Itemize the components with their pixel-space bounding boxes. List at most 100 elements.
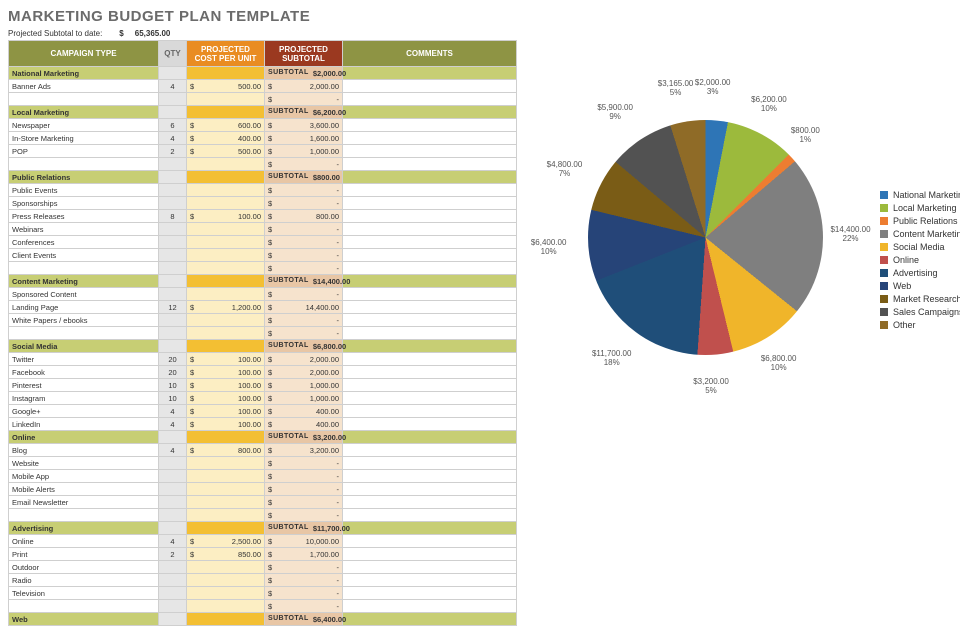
item-qty[interactable] — [159, 496, 187, 509]
item-cost[interactable]: $100.00 — [187, 379, 265, 392]
item-cost[interactable] — [187, 327, 265, 340]
item-qty[interactable] — [159, 93, 187, 106]
item-cost[interactable] — [187, 587, 265, 600]
item-qty[interactable] — [159, 249, 187, 262]
item-comments[interactable] — [343, 379, 517, 392]
item-qty[interactable] — [159, 158, 187, 171]
item-comments[interactable] — [343, 535, 517, 548]
item-qty[interactable] — [159, 197, 187, 210]
item-cost[interactable] — [187, 483, 265, 496]
item-qty[interactable] — [159, 184, 187, 197]
item-cost[interactable] — [187, 457, 265, 470]
item-qty[interactable] — [159, 561, 187, 574]
item-qty[interactable]: 8 — [159, 210, 187, 223]
item-qty[interactable]: 4 — [159, 418, 187, 431]
item-cost[interactable]: $100.00 — [187, 418, 265, 431]
item-qty[interactable]: 20 — [159, 353, 187, 366]
item-comments[interactable] — [343, 80, 517, 93]
item-comments[interactable] — [343, 158, 517, 171]
item-comments[interactable] — [343, 587, 517, 600]
item-comments[interactable] — [343, 561, 517, 574]
item-comments[interactable] — [343, 366, 517, 379]
item-qty[interactable]: 20 — [159, 366, 187, 379]
item-comments[interactable] — [343, 327, 517, 340]
item-cost[interactable] — [187, 314, 265, 327]
item-qty[interactable]: 2 — [159, 145, 187, 158]
item-qty[interactable] — [159, 327, 187, 340]
item-comments[interactable] — [343, 223, 517, 236]
item-comments[interactable] — [343, 496, 517, 509]
item-cost[interactable]: $500.00 — [187, 80, 265, 93]
item-comments[interactable] — [343, 483, 517, 496]
item-comments[interactable] — [343, 470, 517, 483]
item-qty[interactable] — [159, 587, 187, 600]
item-comments[interactable] — [343, 392, 517, 405]
item-comments[interactable] — [343, 600, 517, 613]
item-cost[interactable]: $100.00 — [187, 210, 265, 223]
item-qty[interactable] — [159, 457, 187, 470]
item-comments[interactable] — [343, 249, 517, 262]
item-cost[interactable]: $1,200.00 — [187, 301, 265, 314]
item-qty[interactable] — [159, 470, 187, 483]
item-comments[interactable] — [343, 418, 517, 431]
item-comments[interactable] — [343, 314, 517, 327]
item-comments[interactable] — [343, 236, 517, 249]
item-comments[interactable] — [343, 262, 517, 275]
item-cost[interactable]: $850.00 — [187, 548, 265, 561]
item-qty[interactable] — [159, 574, 187, 587]
item-cost[interactable] — [187, 184, 265, 197]
item-qty[interactable]: 4 — [159, 535, 187, 548]
item-comments[interactable] — [343, 405, 517, 418]
item-cost[interactable] — [187, 470, 265, 483]
item-cost[interactable] — [187, 158, 265, 171]
item-cost[interactable]: $100.00 — [187, 366, 265, 379]
item-qty[interactable]: 10 — [159, 379, 187, 392]
item-cost[interactable]: $100.00 — [187, 392, 265, 405]
item-qty[interactable] — [159, 223, 187, 236]
item-cost[interactable]: $600.00 — [187, 119, 265, 132]
item-cost[interactable]: $100.00 — [187, 405, 265, 418]
item-qty[interactable]: 4 — [159, 444, 187, 457]
item-comments[interactable] — [343, 444, 517, 457]
item-cost[interactable]: $100.00 — [187, 353, 265, 366]
item-qty[interactable] — [159, 288, 187, 301]
item-comments[interactable] — [343, 184, 517, 197]
item-qty[interactable]: 12 — [159, 301, 187, 314]
item-qty[interactable] — [159, 236, 187, 249]
item-cost[interactable] — [187, 574, 265, 587]
item-comments[interactable] — [343, 457, 517, 470]
item-cost[interactable] — [187, 496, 265, 509]
item-cost[interactable]: $2,500.00 — [187, 535, 265, 548]
item-cost[interactable] — [187, 509, 265, 522]
item-qty[interactable] — [159, 600, 187, 613]
item-cost[interactable] — [187, 249, 265, 262]
item-cost[interactable]: $400.00 — [187, 132, 265, 145]
item-cost[interactable] — [187, 262, 265, 275]
item-qty[interactable]: 10 — [159, 392, 187, 405]
item-cost[interactable] — [187, 600, 265, 613]
item-qty[interactable] — [159, 314, 187, 327]
item-cost[interactable]: $500.00 — [187, 145, 265, 158]
item-cost[interactable] — [187, 197, 265, 210]
item-qty[interactable] — [159, 509, 187, 522]
item-qty[interactable]: 2 — [159, 548, 187, 561]
item-comments[interactable] — [343, 210, 517, 223]
item-comments[interactable] — [343, 197, 517, 210]
item-qty[interactable]: 4 — [159, 132, 187, 145]
item-cost[interactable] — [187, 223, 265, 236]
item-cost[interactable] — [187, 236, 265, 249]
item-comments[interactable] — [343, 509, 517, 522]
item-qty[interactable]: 4 — [159, 405, 187, 418]
item-comments[interactable] — [343, 548, 517, 561]
item-cost[interactable] — [187, 288, 265, 301]
item-qty[interactable] — [159, 262, 187, 275]
item-cost[interactable]: $800.00 — [187, 444, 265, 457]
item-comments[interactable] — [343, 353, 517, 366]
item-qty[interactable]: 4 — [159, 80, 187, 93]
item-cost[interactable] — [187, 93, 265, 106]
item-comments[interactable] — [343, 145, 517, 158]
item-comments[interactable] — [343, 119, 517, 132]
item-comments[interactable] — [343, 301, 517, 314]
item-cost[interactable] — [187, 561, 265, 574]
item-comments[interactable] — [343, 132, 517, 145]
